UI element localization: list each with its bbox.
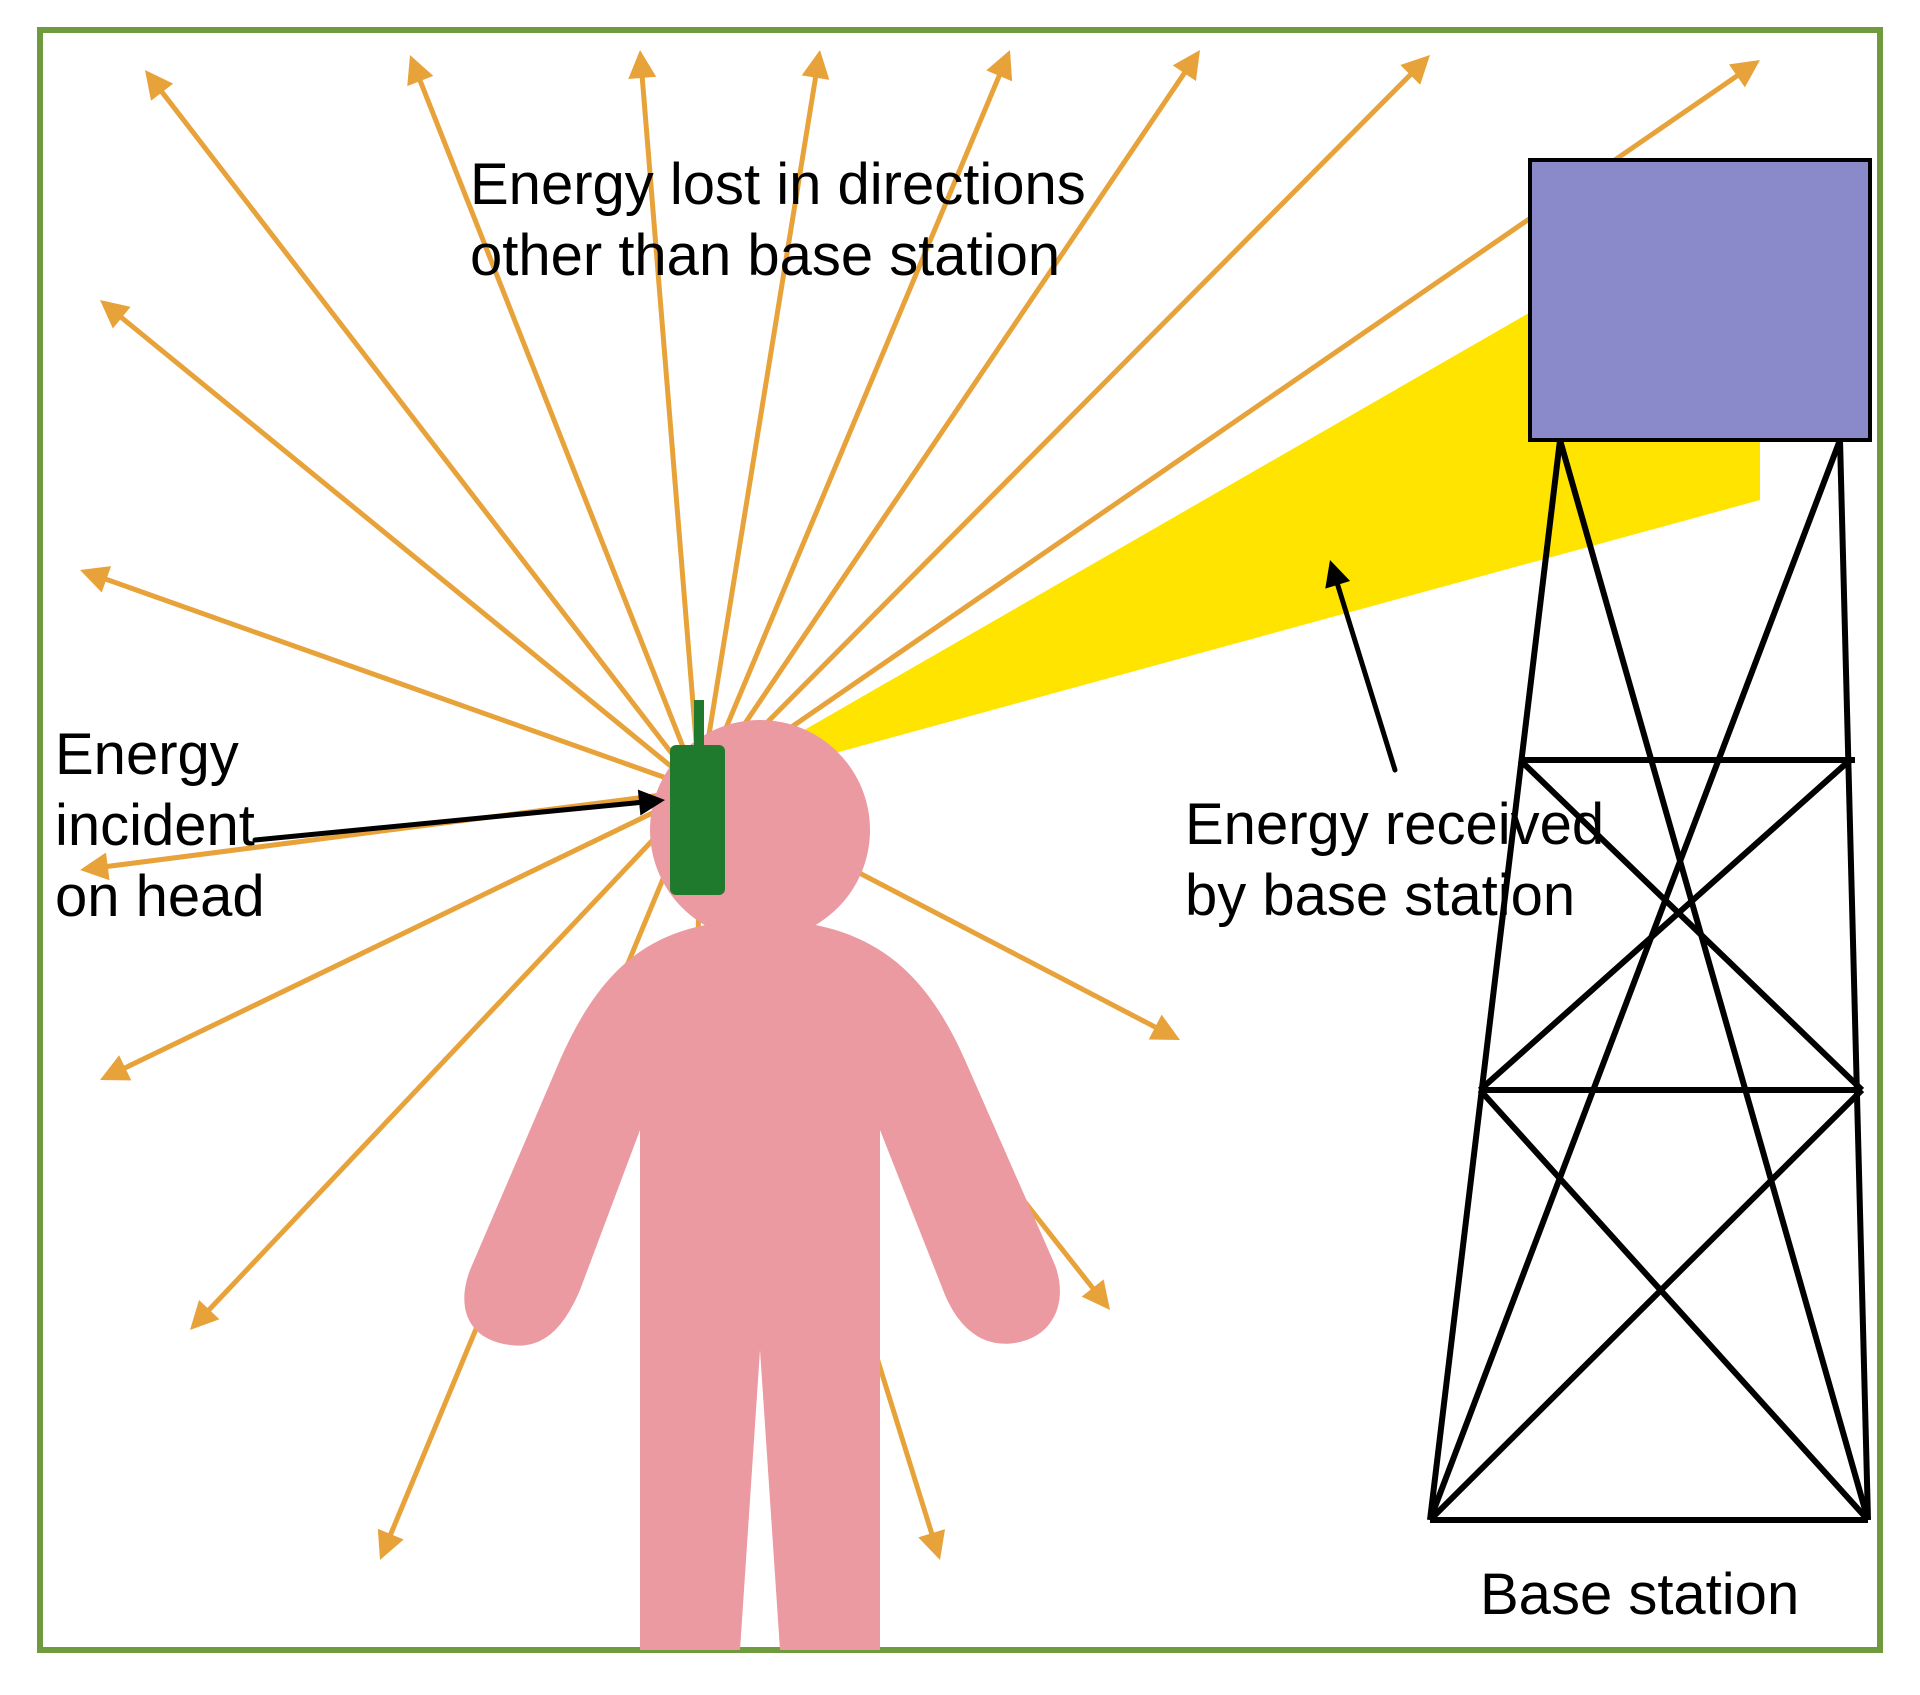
label-energy-received-line1: Energy received bbox=[1185, 790, 1604, 860]
tower-strut bbox=[1430, 440, 1560, 1520]
label-energy-lost-line2: other than base station bbox=[470, 221, 1060, 291]
diagram-frame: Energy lost in directions other than bas… bbox=[0, 0, 1920, 1695]
label-energy-incident-line3: on head bbox=[55, 862, 265, 932]
tower-strut bbox=[1430, 440, 1840, 1520]
tower-strut bbox=[1840, 440, 1868, 1520]
label-base-station: Base station bbox=[1480, 1560, 1799, 1630]
label-energy-incident-line1: Energy bbox=[55, 720, 239, 790]
tower-strut bbox=[1430, 1090, 1862, 1520]
person-body bbox=[464, 920, 1060, 1650]
label-energy-incident-line2: incident bbox=[55, 791, 255, 861]
label-energy-received-line2: by base station bbox=[1185, 861, 1575, 931]
label-energy-lost-line1: Energy lost in directions bbox=[470, 150, 1086, 220]
base-station-box bbox=[1530, 160, 1870, 440]
phone-body bbox=[670, 745, 725, 895]
phone-antenna bbox=[694, 700, 704, 748]
